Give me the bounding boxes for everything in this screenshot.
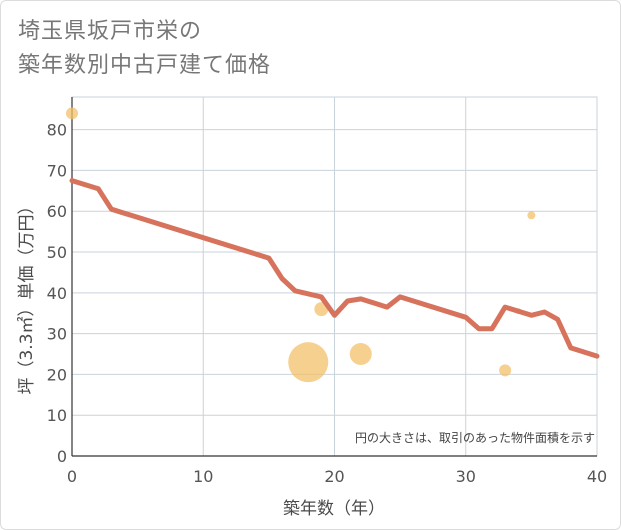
x-tick-label: 0 (67, 467, 77, 486)
chart-title: 埼玉県坂戸市栄の 築年数別中古戸建て価格 (18, 15, 271, 83)
bubble-point (499, 364, 512, 377)
y-tick-label: 30 (47, 325, 67, 344)
y-tick-label: 50 (47, 243, 67, 262)
x-tick-label: 10 (193, 467, 213, 486)
bubble-point (527, 211, 536, 220)
price-trend-line (69, 178, 600, 359)
bubble-layer (66, 107, 536, 383)
y-tick-label: 70 (47, 161, 67, 180)
tick-labels: 0 10 20 30 40 50 60 70 80 0 10 20 30 40 (47, 121, 608, 486)
y-tick-label: 0 (57, 447, 67, 466)
x-tick-label: 30 (456, 467, 476, 486)
y-tick-label: 60 (47, 202, 67, 221)
bubble-point (288, 342, 329, 383)
grid (71, 96, 598, 457)
x-tick-label: 20 (324, 467, 344, 486)
y-tick-label: 40 (47, 284, 67, 303)
y-tick-label: 10 (47, 406, 67, 425)
title-line-1: 埼玉県坂戸市栄の (18, 19, 203, 44)
bubble-point (66, 107, 78, 120)
size-note: 円の大きさは、取引のあった物件面積を示す (355, 430, 595, 445)
y-axis-title: 坪（3.3㎡）単価（万円） (17, 197, 37, 394)
y-tick-label: 80 (47, 121, 67, 140)
y-tick-label: 20 (47, 365, 67, 384)
bubble-point (349, 343, 372, 366)
title-line-2: 築年数別中古戸建て価格 (18, 53, 272, 78)
x-tick-label: 40 (587, 467, 607, 486)
x-axis-title: 築年数（年） (283, 499, 385, 519)
